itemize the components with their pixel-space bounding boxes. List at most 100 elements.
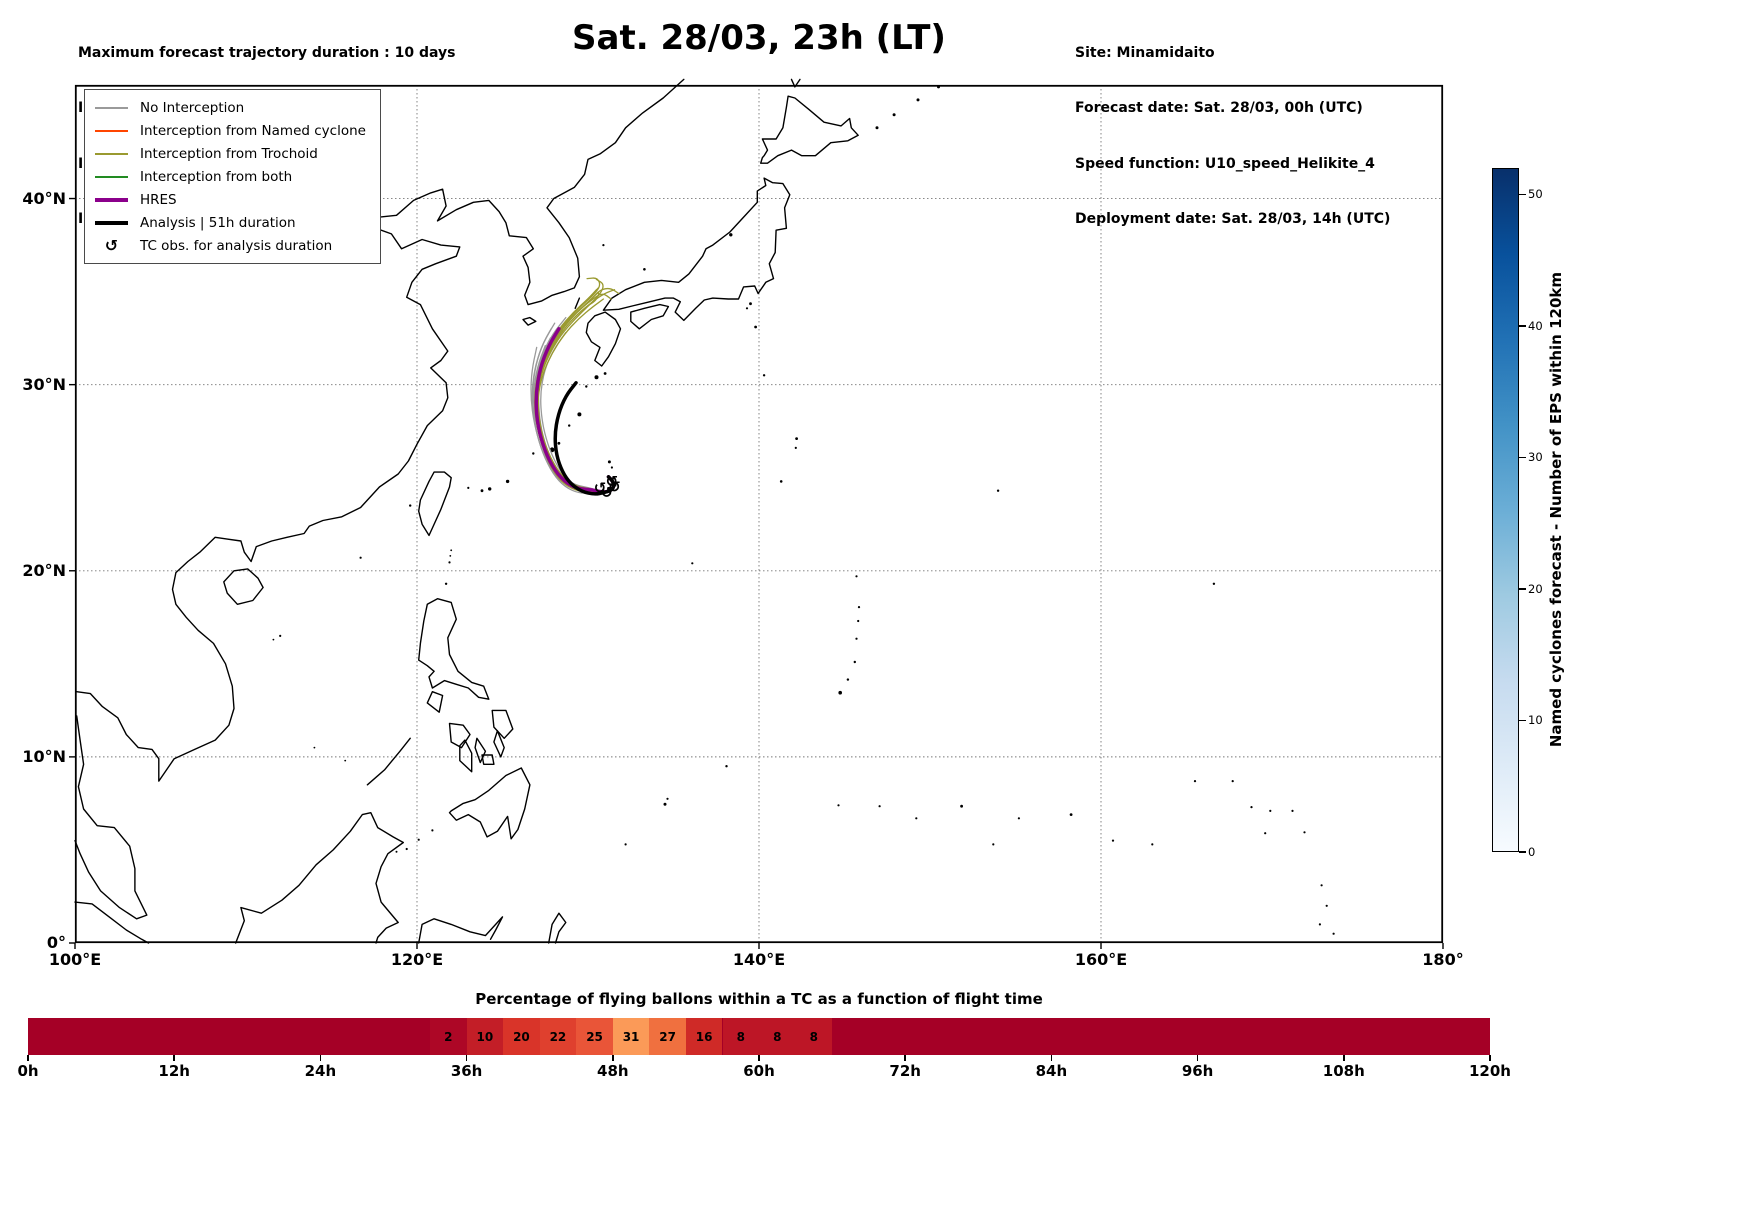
x-tick-label: 120°E xyxy=(390,950,444,969)
x-tick-label: 160°E xyxy=(1074,950,1128,969)
segment-value-label: 20 xyxy=(513,1029,530,1044)
bottom-tick-mark xyxy=(612,1055,614,1061)
colorbar-tick-mark xyxy=(1519,588,1526,590)
tc-percentage-segment: 8 xyxy=(795,1018,833,1055)
trajectories xyxy=(530,277,620,496)
y-tick-label: 0° xyxy=(46,933,66,952)
colorbar-tick-label: 30 xyxy=(1528,450,1543,465)
map-frame xyxy=(74,84,1444,944)
legend-item-label: HRES xyxy=(140,191,177,208)
forecast-info: Site: Minamidaito Forecast date: Sat. 28… xyxy=(1075,7,1390,266)
colorbar-tick-label: 10 xyxy=(1528,713,1543,728)
tc-percentage-segment: 20 xyxy=(503,1018,540,1055)
bottom-tick-mark xyxy=(27,1055,29,1061)
legend-item: Interception from Trochoid xyxy=(95,144,366,163)
colorbar-tick-label: 50 xyxy=(1528,187,1543,202)
bottom-tick-mark xyxy=(465,1055,468,1061)
tc-percentage-segment: 31 xyxy=(612,1018,650,1055)
x-tick-label: 180° xyxy=(1422,950,1464,969)
y-tick-label: 40°N xyxy=(22,188,66,208)
segment-value-label: 31 xyxy=(622,1029,640,1044)
figure-title: Sat. 28/03, 23h (LT) xyxy=(572,18,946,58)
segment-value-label: 22 xyxy=(549,1029,567,1044)
segment-value-label: 8 xyxy=(809,1029,819,1044)
tc-obs-icon: ↺ xyxy=(594,479,607,497)
tc-obs-icon: ↺ xyxy=(608,478,621,496)
colorbar-tick-mark xyxy=(1519,193,1526,195)
legend-item: Interception from both xyxy=(95,167,366,186)
legend-line-swatch xyxy=(95,129,128,132)
bottom-tick-label: 108h xyxy=(1322,1062,1365,1080)
legend-item-label: Interception from both xyxy=(140,168,293,185)
deployment-date-line: Deployment date: Sat. 28/03, 14h (UTC) xyxy=(1075,211,1391,228)
map-legend: No Interception Interception from Named c… xyxy=(84,89,381,264)
legend-line-swatch xyxy=(95,152,128,155)
site-line: Site: Minamidaito xyxy=(1075,44,1215,61)
colorbar-tick-mark xyxy=(1519,719,1526,722)
bottom-tick-label: 36h xyxy=(450,1062,483,1080)
tc-obs-icon: ↺ xyxy=(104,236,119,255)
tc-percentage-bar: 2 10 20 22 25 31 27 16 8 8 8 xyxy=(28,1018,1490,1055)
bottom-tick-mark xyxy=(1489,1055,1491,1061)
bottom-chart-title: Percentage of flying ballons within a TC… xyxy=(475,990,1043,1008)
series-analysis-51h-duration xyxy=(553,381,616,496)
bottom-tick-mark xyxy=(173,1055,175,1061)
x-tick-label: 100°E xyxy=(48,950,102,969)
bottom-tick-mark xyxy=(319,1055,322,1061)
speed-function-line: Speed function: U10_speed_Helikite_4 xyxy=(1075,155,1375,172)
tc-percentage-segment: 27 xyxy=(649,1018,686,1055)
axis-tick-marks xyxy=(69,197,1444,949)
legend-line-swatch xyxy=(95,175,128,178)
colorbar-gradient xyxy=(1492,168,1519,852)
segment-value-label: 27 xyxy=(659,1029,676,1044)
segment-value-label: 8 xyxy=(736,1029,745,1044)
tc-percentage-segment: 16 xyxy=(685,1018,723,1055)
legend-item: Analysis | 51h duration xyxy=(95,213,366,232)
tc-obs-markers: ↺↺↺ ↺ xyxy=(594,472,621,501)
colorbar-tick-mark xyxy=(1519,456,1526,459)
series-no-interception xyxy=(530,316,615,494)
colorbar-tick-label: 40 xyxy=(1528,318,1543,333)
legend-item-label: Interception from Named cyclone xyxy=(140,122,366,139)
tc-percentage-segment: 8 xyxy=(759,1018,796,1055)
coastlines xyxy=(74,78,859,944)
bottom-tick-mark xyxy=(904,1055,906,1061)
bottom-tick-label: 24h xyxy=(304,1062,337,1080)
tc-obs-icon: ↺ xyxy=(601,484,614,502)
bottom-tick-label: 96h xyxy=(1181,1062,1214,1080)
segment-value-label: 25 xyxy=(586,1029,603,1044)
bottom-tick-mark xyxy=(758,1055,760,1061)
colorbar-tick-mark xyxy=(1519,851,1526,853)
y-tick-label: 30°N xyxy=(22,374,66,394)
legend-item-label: TC obs. for analysis duration xyxy=(140,237,333,254)
legend-item: HRES xyxy=(95,190,366,209)
segment-value-label: 8 xyxy=(773,1029,782,1044)
tc-percentage-segment: 22 xyxy=(539,1018,577,1055)
map-canvas: ↺↺↺ ↺ xyxy=(69,78,1444,949)
segment-value-label: 16 xyxy=(695,1029,713,1044)
tc-percentage-segment: 25 xyxy=(576,1018,613,1055)
legend-line-swatch xyxy=(95,220,128,225)
tc-percentage-segment: 10 xyxy=(466,1018,504,1055)
colorbar-label: Named cyclones forecast - Number of EPS … xyxy=(1547,272,1565,748)
y-tick-label: 10°N xyxy=(22,746,66,766)
trajectory-map: ↺ ↺ ↺ ↺ No Interception Interception from Na… xyxy=(69,78,1444,949)
legend-item-label: No Interception xyxy=(140,99,245,116)
bottom-tick-label: 72h xyxy=(889,1062,921,1080)
colorbar-tick-mark xyxy=(1519,325,1526,327)
legend-item: Interception from Named cyclone xyxy=(95,121,366,140)
bottom-tick-label: 84h xyxy=(1035,1062,1068,1080)
bottom-tick-label: 60h xyxy=(743,1062,775,1080)
colorbar-tick-label: 20 xyxy=(1528,581,1543,596)
legend-item: No Interception xyxy=(95,98,366,117)
bottom-tick-label: 12h xyxy=(158,1062,190,1080)
tc-percentage-segment: 8 xyxy=(722,1018,759,1055)
segment-value-label: 2 xyxy=(444,1029,453,1044)
forecast-date-line: Forecast date: Sat. 28/03, 00h (UTC) xyxy=(1075,100,1363,117)
tc-percentage-segment: 2 xyxy=(430,1018,467,1055)
bottom-tick-mark xyxy=(1343,1055,1345,1061)
tc-obs-icon: ↺ xyxy=(606,472,619,490)
legend-item-label: Analysis | 51h duration xyxy=(140,214,296,231)
bottom-tick-mark xyxy=(1050,1055,1053,1061)
